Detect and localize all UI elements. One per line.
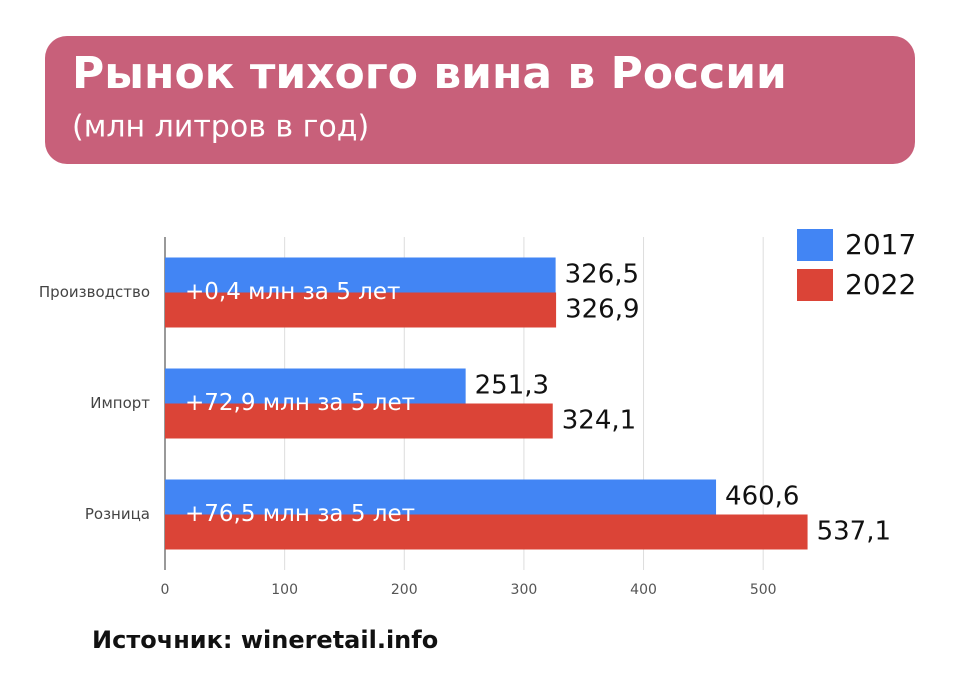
x-tick-label: 300: [511, 582, 538, 598]
y-tick-label: Производство: [39, 283, 150, 301]
annotation: +76,5 млн за 5 лет: [185, 501, 415, 527]
legend-swatch: [797, 269, 833, 301]
bar: [165, 292, 557, 328]
annotation: +0,4 млн за 5 лет: [185, 279, 400, 305]
y-tick-label: Импорт: [90, 394, 150, 412]
bar: [165, 514, 808, 550]
x-tick-label: 100: [271, 582, 298, 598]
legend-swatch: [797, 229, 833, 261]
x-tick-label: 400: [630, 582, 657, 598]
chart-title: Рынок тихого вина в России: [72, 48, 787, 99]
legend-label: 2017: [845, 228, 916, 261]
data-label: 460,6: [725, 482, 799, 512]
source: Источник: wineretail.info: [92, 626, 438, 654]
header-box: [45, 36, 915, 164]
data-label: 324,1: [562, 406, 636, 436]
bar: [165, 479, 717, 515]
bar: [165, 368, 466, 404]
x-tick-label: 0: [161, 582, 170, 598]
data-label: 537,1: [817, 517, 891, 547]
data-label: 251,3: [475, 371, 549, 401]
data-label: 326,9: [565, 295, 639, 325]
chart-subtitle: (млн литров в год): [72, 110, 369, 145]
x-tick-label: 500: [750, 582, 777, 598]
x-tick-label: 200: [391, 582, 418, 598]
legend-label: 2022: [845, 268, 916, 301]
data-label: 326,5: [565, 260, 639, 290]
bar: [165, 257, 556, 293]
annotation: +72,9 млн за 5 лет: [185, 390, 415, 416]
y-tick-label: Розница: [85, 505, 150, 523]
bar: [165, 403, 553, 439]
